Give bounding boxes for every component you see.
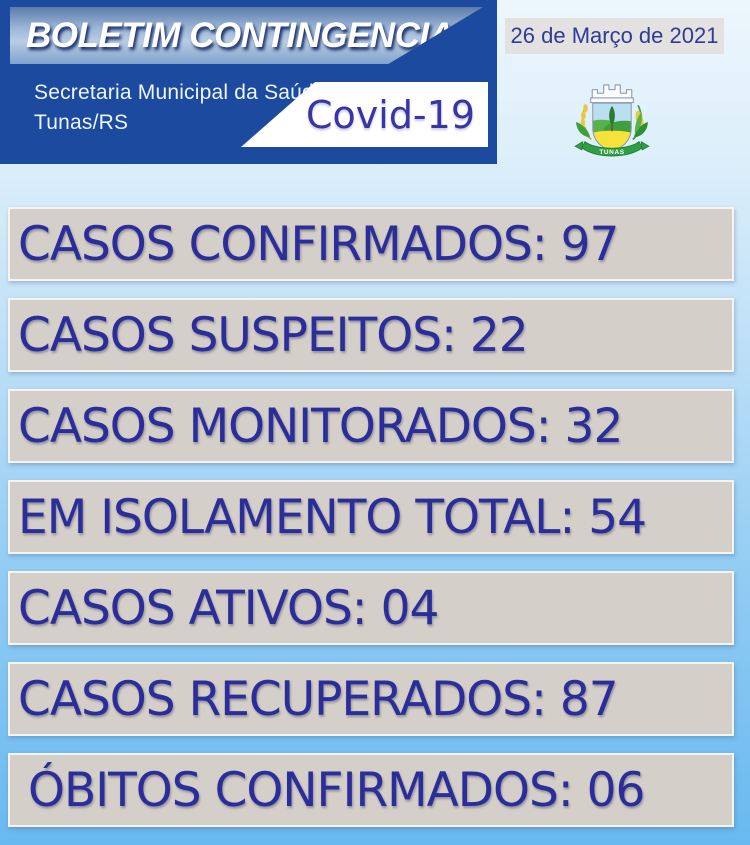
stat-row-casos-suspeitos: CASOS SUSPEITOS: 22 <box>8 298 734 372</box>
stat-row-casos-ativos: CASOS ATIVOS: 04 <box>8 571 734 645</box>
subtitle-line-2: Tunas/RS <box>34 111 129 135</box>
stat-row-obitos-confirmados: ÓBITOS CONFIRMADOS: 06 <box>8 753 734 827</box>
bulletin-title: BOLETIM CONTINGENCIAL <box>26 15 475 55</box>
header-banner: BOLETIM CONTINGENCIAL Secretaria Municip… <box>0 0 497 164</box>
shield-icon <box>592 102 632 153</box>
tree-icon <box>609 105 615 132</box>
stat-text: CASOS MONITORADOS: 32 <box>18 398 623 454</box>
tunas-coat-of-arms: TUNAS <box>560 79 664 173</box>
wheat-icon <box>576 104 592 141</box>
stat-row-casos-recuperados: CASOS RECUPERADOS: 87 <box>8 662 734 736</box>
mural-crown-icon <box>590 84 634 104</box>
stat-text: CASOS RECUPERADOS: 87 <box>18 671 619 727</box>
ribbon-municipality-label: TUNAS <box>599 149 624 156</box>
covid-badge-label: Covid-19 <box>305 92 475 137</box>
stat-row-em-isolamento-total: EM ISOLAMENTO TOTAL: 54 <box>8 480 734 554</box>
title-bar: BOLETIM CONTINGENCIAL <box>10 7 483 64</box>
stat-row-casos-confirmados: CASOS CONFIRMADOS: 97 <box>8 207 734 281</box>
subtitle-line-1: Secretaria Municipal da Saúde <box>34 81 326 104</box>
bulletin-date: 26 de Março de 2021 <box>510 23 719 48</box>
stat-text: EM ISOLAMENTO TOTAL: 54 <box>18 489 647 545</box>
stat-text: ÓBITOS CONFIRMADOS: 06 <box>28 762 645 818</box>
health-secretariat-subtitle: Secretaria Municipal da Saúde Tunas/RS <box>34 78 326 139</box>
date-box: 26 de Março de 2021 <box>505 18 724 54</box>
stat-row-casos-monitorados: CASOS MONITORADOS: 32 <box>8 389 734 463</box>
corn-icon <box>632 104 648 141</box>
stat-text: CASOS CONFIRMADOS: 97 <box>18 216 619 272</box>
covid-badge: Covid-19 <box>241 82 488 147</box>
stat-text: CASOS ATIVOS: 04 <box>18 580 439 636</box>
stat-text: CASOS SUSPEITOS: 22 <box>18 307 529 363</box>
ribbon-icon: TUNAS <box>574 140 650 157</box>
